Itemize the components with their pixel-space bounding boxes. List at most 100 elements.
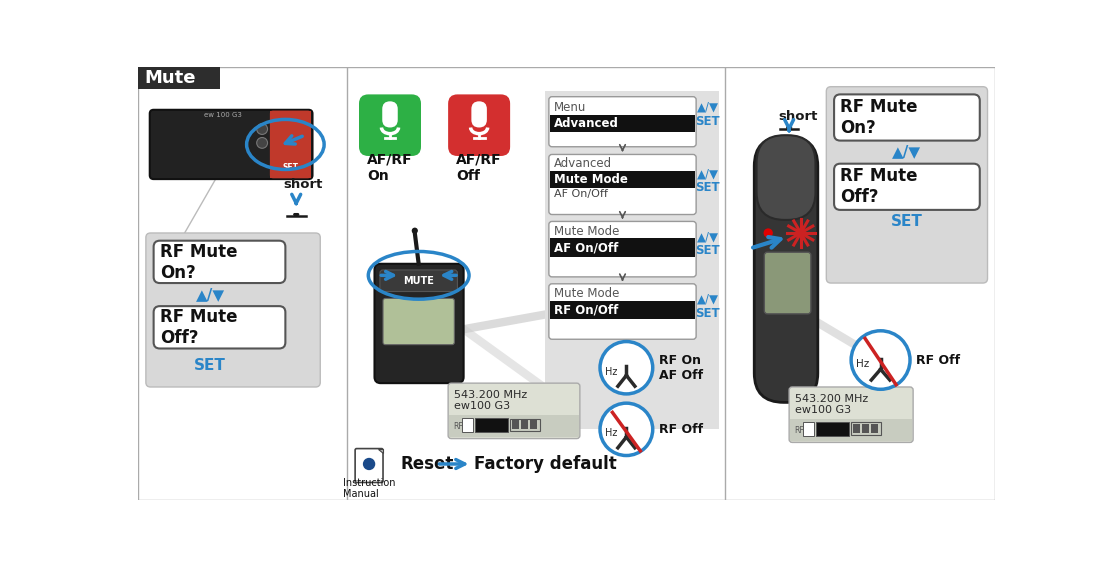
Text: ▲/▼: ▲/▼ (196, 287, 224, 302)
Bar (545, 90, 719, 429)
Text: AF/RF
Off: AF/RF Off (456, 152, 502, 183)
FancyBboxPatch shape (789, 387, 913, 442)
Text: Hz: Hz (604, 366, 617, 377)
Circle shape (797, 229, 804, 237)
Text: ▲/▼: ▲/▼ (697, 167, 718, 180)
Bar (871, 424, 878, 433)
FancyBboxPatch shape (382, 101, 398, 128)
FancyBboxPatch shape (150, 110, 313, 179)
FancyBboxPatch shape (154, 241, 285, 283)
Text: MUTE: MUTE (403, 276, 434, 285)
FancyBboxPatch shape (757, 135, 815, 220)
Text: Instruction
Manual: Instruction Manual (343, 478, 396, 500)
Text: Advanced: Advanced (554, 157, 612, 170)
Text: Menu: Menu (554, 101, 586, 114)
Text: ew100 G3: ew100 G3 (454, 401, 511, 411)
Bar (549, 301, 695, 319)
FancyBboxPatch shape (355, 448, 383, 482)
Bar (475, 418, 508, 432)
Text: RF Off: RF Off (659, 423, 703, 436)
Text: RF On
AF Off: RF On AF Off (659, 353, 703, 382)
FancyBboxPatch shape (549, 221, 696, 277)
Text: short: short (778, 110, 818, 123)
Text: ▲/▼: ▲/▼ (697, 293, 718, 306)
Text: ew100 G3: ew100 G3 (796, 405, 852, 415)
FancyBboxPatch shape (549, 155, 696, 215)
Circle shape (600, 403, 653, 456)
Text: P: P (465, 420, 470, 429)
FancyBboxPatch shape (834, 164, 980, 210)
Text: Mute Mode: Mute Mode (554, 225, 619, 238)
Text: RF Mute
On?: RF Mute On? (840, 98, 918, 137)
Text: SET: SET (695, 181, 720, 194)
Text: SET: SET (891, 214, 923, 229)
Bar (449, 415, 579, 437)
Bar (520, 420, 528, 429)
FancyBboxPatch shape (786, 126, 792, 129)
FancyBboxPatch shape (827, 87, 988, 283)
Polygon shape (378, 448, 383, 453)
Text: RF Mute
Off?: RF Mute Off? (840, 167, 918, 206)
Circle shape (600, 342, 653, 394)
Circle shape (851, 331, 911, 389)
Bar (549, 115, 695, 132)
Text: Mute Mode: Mute Mode (554, 287, 619, 300)
FancyBboxPatch shape (359, 94, 421, 156)
Text: SET: SET (695, 115, 720, 128)
Circle shape (256, 124, 267, 134)
FancyBboxPatch shape (755, 137, 818, 402)
Circle shape (412, 228, 418, 234)
Bar (512, 420, 518, 429)
FancyBboxPatch shape (449, 94, 511, 156)
Text: SET: SET (695, 306, 720, 320)
Bar (853, 424, 860, 433)
FancyBboxPatch shape (383, 298, 454, 345)
Text: AF On/Off: AF On/Off (554, 189, 608, 200)
Bar (790, 419, 913, 441)
Text: ▲/▼: ▲/▼ (697, 101, 718, 114)
Text: Reset: Reset (400, 455, 453, 473)
Text: Mute: Mute (145, 69, 196, 87)
FancyBboxPatch shape (293, 213, 299, 216)
Text: RF Off: RF Off (916, 353, 960, 366)
Text: i: i (367, 459, 371, 469)
Text: RF Mute
On?: RF Mute On? (160, 243, 238, 282)
Bar (817, 422, 849, 436)
Text: RF Mute
Off?: RF Mute Off? (160, 309, 238, 347)
Text: SET: SET (695, 244, 720, 257)
FancyBboxPatch shape (146, 233, 320, 387)
FancyBboxPatch shape (449, 383, 580, 438)
Circle shape (362, 458, 376, 470)
Text: SET: SET (283, 163, 298, 172)
Text: Hz: Hz (604, 428, 617, 438)
Bar (549, 238, 695, 257)
Text: RF On/Off: RF On/Off (554, 303, 618, 316)
Bar (851, 423, 881, 435)
FancyBboxPatch shape (270, 111, 311, 178)
Text: AF On/Off: AF On/Off (554, 241, 618, 254)
Bar (549, 171, 695, 188)
Bar (530, 420, 537, 429)
Bar (462, 418, 473, 432)
Text: Advanced: Advanced (554, 117, 619, 130)
Text: ▲/▼: ▲/▼ (893, 144, 922, 160)
Text: MUTE: MUTE (818, 424, 846, 433)
Text: Factory default: Factory default (474, 455, 618, 473)
Text: Hz: Hz (856, 359, 870, 369)
Text: ew 100 G3: ew 100 G3 (204, 112, 242, 118)
Circle shape (256, 138, 267, 148)
Text: AF/RF
On: AF/RF On (367, 152, 413, 183)
Text: MUTE: MUTE (477, 420, 506, 429)
FancyBboxPatch shape (375, 264, 464, 383)
FancyBboxPatch shape (380, 270, 457, 292)
FancyBboxPatch shape (834, 94, 980, 140)
Circle shape (764, 228, 772, 238)
Text: 543.200 MHz: 543.200 MHz (796, 393, 869, 404)
FancyBboxPatch shape (154, 306, 285, 348)
Text: ▲/▼: ▲/▼ (697, 230, 718, 243)
Bar (862, 424, 869, 433)
Text: Mute Mode: Mute Mode (554, 173, 628, 187)
Text: RF: RF (453, 422, 463, 430)
FancyBboxPatch shape (472, 101, 487, 128)
Text: SET: SET (194, 358, 227, 373)
